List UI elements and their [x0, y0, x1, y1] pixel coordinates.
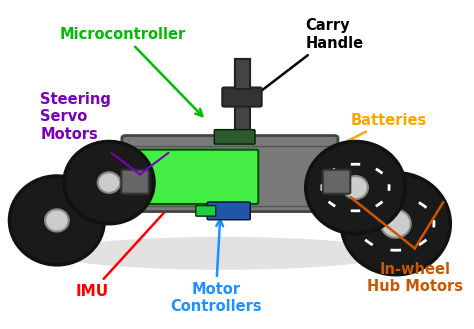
- Ellipse shape: [343, 176, 368, 199]
- Ellipse shape: [45, 209, 69, 232]
- FancyBboxPatch shape: [214, 130, 255, 144]
- Ellipse shape: [381, 210, 411, 238]
- Ellipse shape: [64, 141, 154, 224]
- Text: Motor
Controllers: Motor Controllers: [170, 219, 262, 314]
- Bar: [235, 59, 250, 89]
- FancyBboxPatch shape: [121, 170, 149, 194]
- Ellipse shape: [9, 176, 104, 265]
- FancyBboxPatch shape: [137, 150, 258, 204]
- Text: Microcontroller: Microcontroller: [60, 27, 202, 116]
- FancyBboxPatch shape: [323, 170, 350, 194]
- Bar: [235, 59, 250, 140]
- Ellipse shape: [341, 173, 450, 275]
- Ellipse shape: [52, 237, 393, 270]
- FancyBboxPatch shape: [122, 136, 338, 212]
- FancyBboxPatch shape: [222, 88, 262, 107]
- Text: Batteries: Batteries: [296, 113, 427, 167]
- Text: Carry
Handle: Carry Handle: [253, 18, 364, 97]
- FancyBboxPatch shape: [207, 202, 250, 220]
- Text: Steering
Servo
Motors: Steering Servo Motors: [40, 92, 111, 142]
- Text: In-wheel
Hub Motors: In-wheel Hub Motors: [367, 262, 463, 294]
- Text: IMU: IMU: [76, 197, 179, 299]
- FancyBboxPatch shape: [196, 206, 216, 216]
- Ellipse shape: [306, 141, 405, 234]
- Ellipse shape: [98, 172, 120, 193]
